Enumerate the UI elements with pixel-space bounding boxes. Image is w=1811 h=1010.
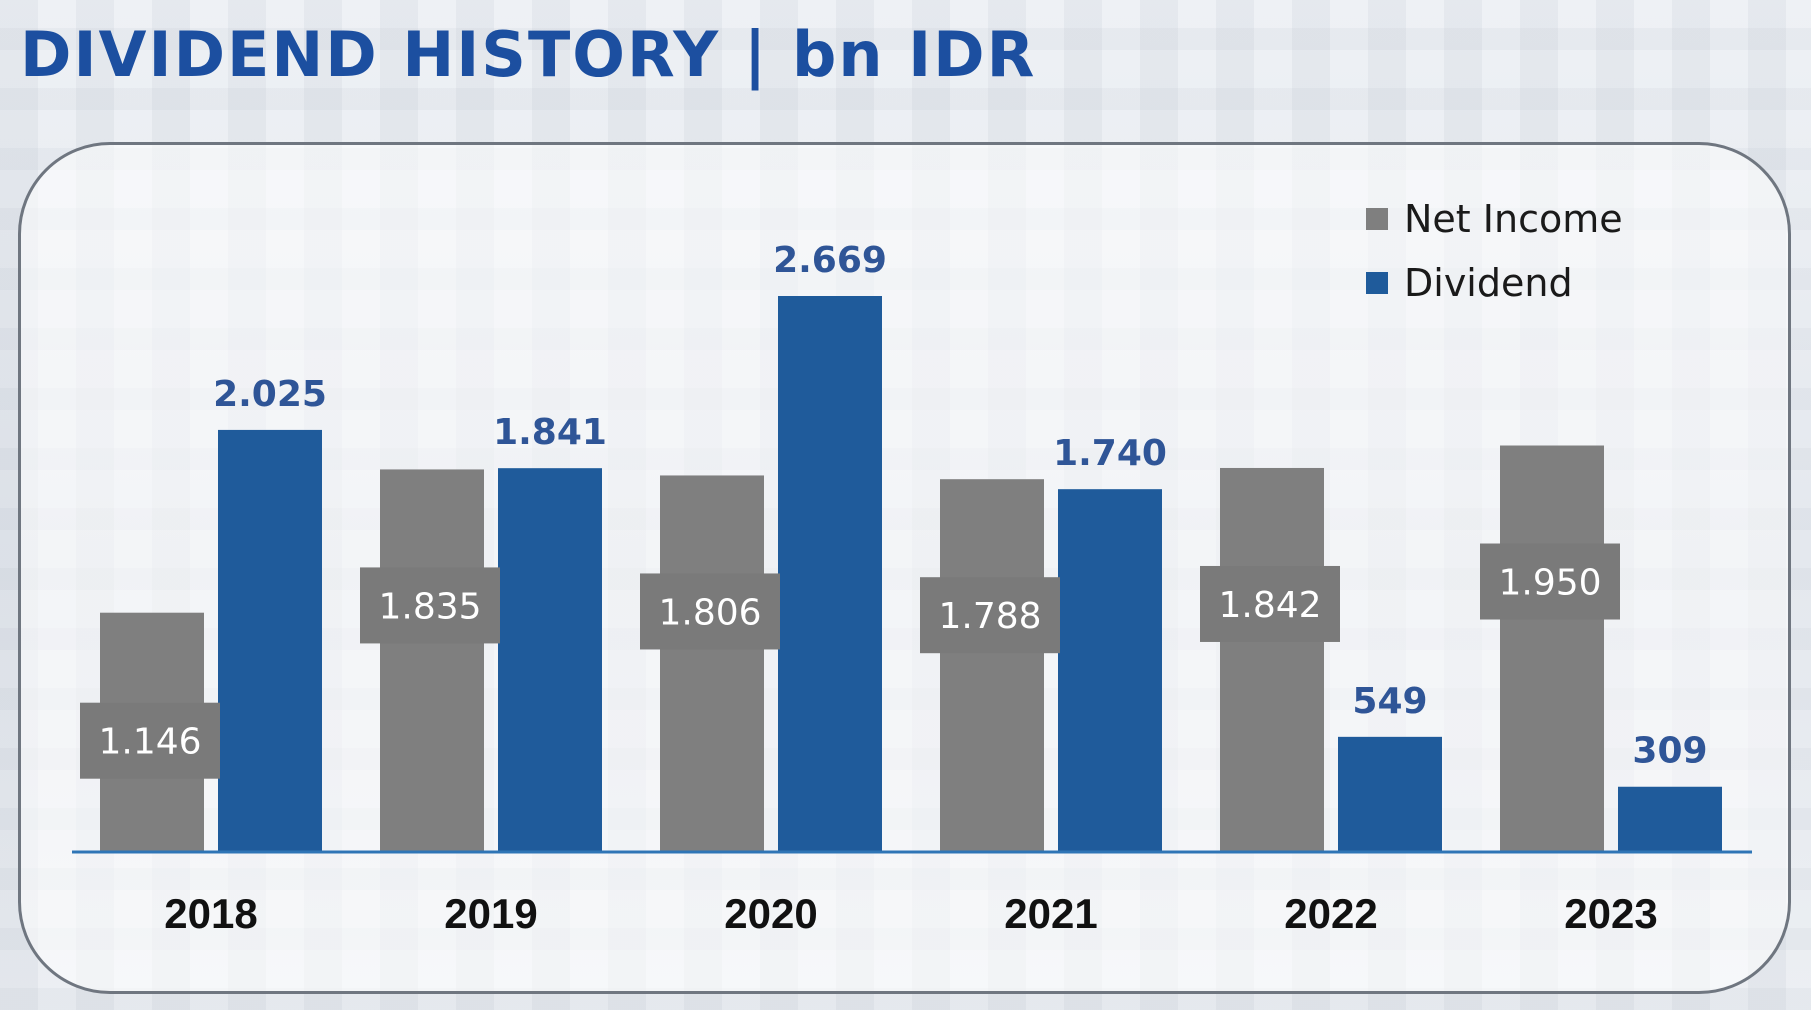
dividend-value-label: 1.841 xyxy=(493,412,607,453)
page-title: DIVIDEND HISTORY | bn IDR xyxy=(20,18,1037,91)
net-income-label-box xyxy=(80,702,220,779)
dividend-bar xyxy=(1618,786,1722,851)
net-income-label-box xyxy=(640,573,780,650)
x-tick-label: 2021 xyxy=(1004,890,1097,937)
dividend-value-label: 2.025 xyxy=(213,374,327,415)
dividend-bar xyxy=(1338,736,1442,851)
dividend-bar xyxy=(498,468,602,851)
net-income-value-label: 1.950 xyxy=(1498,563,1601,604)
net-income-value-label: 1.146 xyxy=(98,722,201,763)
dividend-bar xyxy=(778,296,882,851)
net-income-value-label: 1.842 xyxy=(1218,585,1321,626)
net-income-value-label: 1.806 xyxy=(658,592,761,633)
legend-swatch xyxy=(1366,208,1388,230)
x-tick-label: 2019 xyxy=(444,890,537,937)
dividend-value-label: 549 xyxy=(1352,681,1427,722)
net-income-label-box xyxy=(360,567,500,644)
x-tick-label: 2020 xyxy=(724,890,817,937)
net-income-label-box xyxy=(1200,565,1340,642)
net-income-bar xyxy=(380,469,484,851)
dividend-value-label: 2.669 xyxy=(773,240,887,281)
legend-label: Dividend xyxy=(1404,261,1573,305)
legend-label: Net Income xyxy=(1404,197,1623,241)
x-tick-label: 2023 xyxy=(1564,890,1657,937)
dividend-value-label: 1.740 xyxy=(1053,433,1167,474)
dividend-value-label: 309 xyxy=(1632,731,1707,772)
net-income-bar xyxy=(660,475,764,851)
net-income-value-label: 1.835 xyxy=(378,586,481,627)
x-tick-label: 2018 xyxy=(164,890,257,937)
net-income-label-box xyxy=(920,577,1060,654)
net-income-bar xyxy=(940,479,1044,851)
net-income-bar xyxy=(1220,467,1324,851)
net-income-value-label: 1.788 xyxy=(938,596,1041,637)
dividend-bar xyxy=(1058,489,1162,851)
dividend-bar xyxy=(218,429,322,851)
x-tick-label: 2022 xyxy=(1284,890,1377,937)
net-income-label-box xyxy=(1480,543,1620,620)
net-income-bar xyxy=(1500,445,1604,851)
legend-swatch xyxy=(1366,272,1388,294)
